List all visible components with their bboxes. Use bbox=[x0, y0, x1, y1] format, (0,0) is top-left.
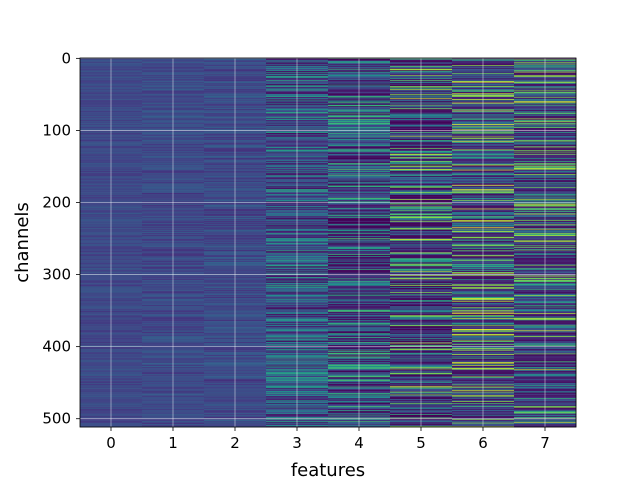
y-tick-label: 500 bbox=[42, 410, 71, 428]
x-tick-label: 3 bbox=[292, 434, 302, 452]
y-tick-label: 0 bbox=[61, 49, 71, 67]
x-tick-label: 0 bbox=[106, 434, 116, 452]
y-axis-ticks: 0 100 200 300 400 500 bbox=[42, 49, 80, 428]
x-tick-label: 2 bbox=[230, 434, 240, 452]
y-axis-label: channels bbox=[12, 202, 33, 283]
heatmap-cells bbox=[80, 58, 577, 428]
x-tick-label: 4 bbox=[354, 434, 364, 452]
plot-frame bbox=[79, 57, 577, 428]
x-tick-label: 5 bbox=[416, 434, 426, 452]
x-tick-label: 6 bbox=[478, 434, 488, 452]
grid-lines bbox=[80, 57, 576, 427]
x-tick-label: 1 bbox=[168, 434, 178, 452]
x-axis-label: features bbox=[291, 460, 365, 480]
y-tick-label: 300 bbox=[42, 266, 71, 284]
y-tick-label: 100 bbox=[42, 121, 71, 139]
y-tick-label: 400 bbox=[42, 338, 71, 356]
y-tick-label: 200 bbox=[42, 194, 71, 212]
x-axis-ticks: 0 1 2 3 4 5 6 7 bbox=[106, 427, 550, 452]
x-tick-label: 7 bbox=[540, 434, 550, 452]
